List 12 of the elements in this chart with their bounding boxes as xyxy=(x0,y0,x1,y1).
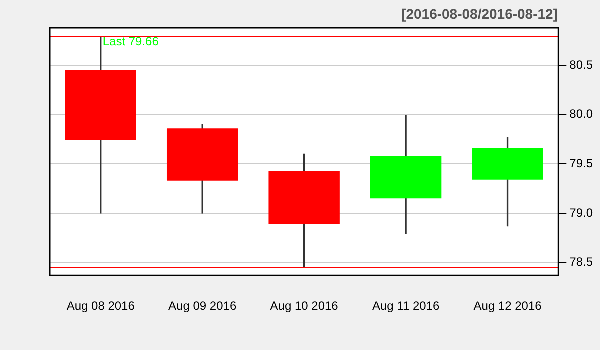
y-tick-label: 79.0 xyxy=(570,206,594,220)
x-tick-label: Aug 08 2016 xyxy=(66,299,136,314)
x-tick-label: Aug 12 2016 xyxy=(474,299,542,314)
y-tick-label: 79.5 xyxy=(570,156,594,170)
chart-title: [2016-08-08/2016-08-12] xyxy=(402,6,558,22)
x-tick-label: Aug 11 2016 xyxy=(372,299,440,314)
annotation: Last 79.66 xyxy=(102,34,160,48)
x-tick-label: Aug 09 2016 xyxy=(168,299,237,314)
y-tick-label: 80.0 xyxy=(570,107,594,122)
y-tick-label: 78.5 xyxy=(570,255,594,270)
y-tick-label: 80.5 xyxy=(570,58,594,72)
x-tick-label: Aug 10 2016 xyxy=(270,299,339,314)
